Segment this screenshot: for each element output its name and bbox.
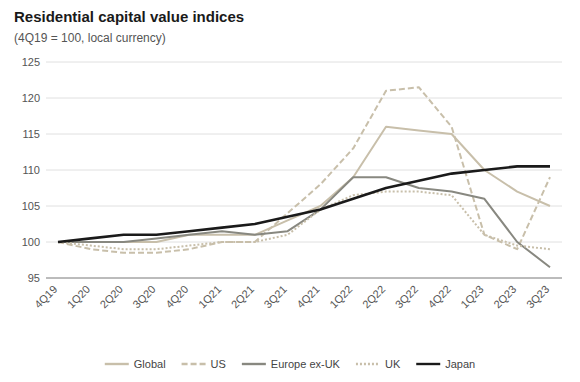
y-tick-label: 110 <box>22 164 40 176</box>
series-line <box>58 177 550 267</box>
legend-swatch <box>105 363 129 365</box>
x-tick-label: 4Q22 <box>425 283 453 311</box>
legend-swatch <box>416 363 440 365</box>
legend-item: US <box>182 358 226 370</box>
y-tick-label: 100 <box>22 236 40 248</box>
chart: Residential capital value indices (4Q19 =… <box>0 0 580 382</box>
legend-item: Europe ex-UK <box>242 358 341 370</box>
x-tick-label: 3Q23 <box>524 283 552 311</box>
x-tick-label: 1Q20 <box>65 283 93 311</box>
legend-label: Japan <box>445 358 475 370</box>
x-tick-label: 1Q23 <box>458 283 486 311</box>
y-tick-label: 120 <box>22 92 40 104</box>
legend-item: UK <box>356 358 401 370</box>
grid-line <box>46 98 562 99</box>
legend-label: UK <box>385 358 401 370</box>
title: Residential capital value indices <box>14 8 244 25</box>
y-tick-label: 125 <box>22 56 40 68</box>
subtitle: (4Q19 = 100, local currency) <box>14 31 166 45</box>
legend-label: Europe ex-UK <box>271 358 341 370</box>
legend-label: Global <box>134 358 166 370</box>
x-tick-label: 4Q20 <box>163 283 191 311</box>
x-tick-label: 3Q21 <box>261 283 289 311</box>
x-tick-label: 2Q20 <box>97 283 125 311</box>
x-tick-label: 3Q20 <box>130 283 158 311</box>
legend-swatch <box>182 363 206 365</box>
x-tick-label: 3Q22 <box>393 283 421 311</box>
legend-item: Global <box>105 358 166 370</box>
x-tick-label: 4Q21 <box>294 283 322 311</box>
x-tick-label: 2Q23 <box>491 283 519 311</box>
legend-label: US <box>211 358 226 370</box>
series-line <box>58 192 550 250</box>
x-tick-label: 2Q22 <box>360 283 388 311</box>
grid <box>46 62 562 278</box>
legend-swatch <box>356 363 380 365</box>
x-axis-line <box>46 278 562 279</box>
x-tick-label: 4Q19 <box>32 283 60 311</box>
series-line <box>58 87 550 253</box>
grid-line <box>46 278 562 279</box>
x-tick-label: 1Q22 <box>327 283 355 311</box>
legend-swatch <box>242 363 266 365</box>
y-tick-label: 115 <box>22 128 40 140</box>
y-tick-label: 105 <box>22 200 40 212</box>
grid-line <box>46 134 562 135</box>
grid-line <box>46 62 562 63</box>
legend: Global US Europe ex-UK UK Japan <box>105 358 475 370</box>
y-tick-label: 95 <box>28 272 40 284</box>
x-tick-label: 2Q21 <box>229 283 257 311</box>
series-line <box>58 166 550 242</box>
plot-area <box>58 87 550 267</box>
x-tick-label: 1Q21 <box>196 283 224 311</box>
legend-item: Japan <box>416 358 475 370</box>
grid-line <box>46 206 562 207</box>
